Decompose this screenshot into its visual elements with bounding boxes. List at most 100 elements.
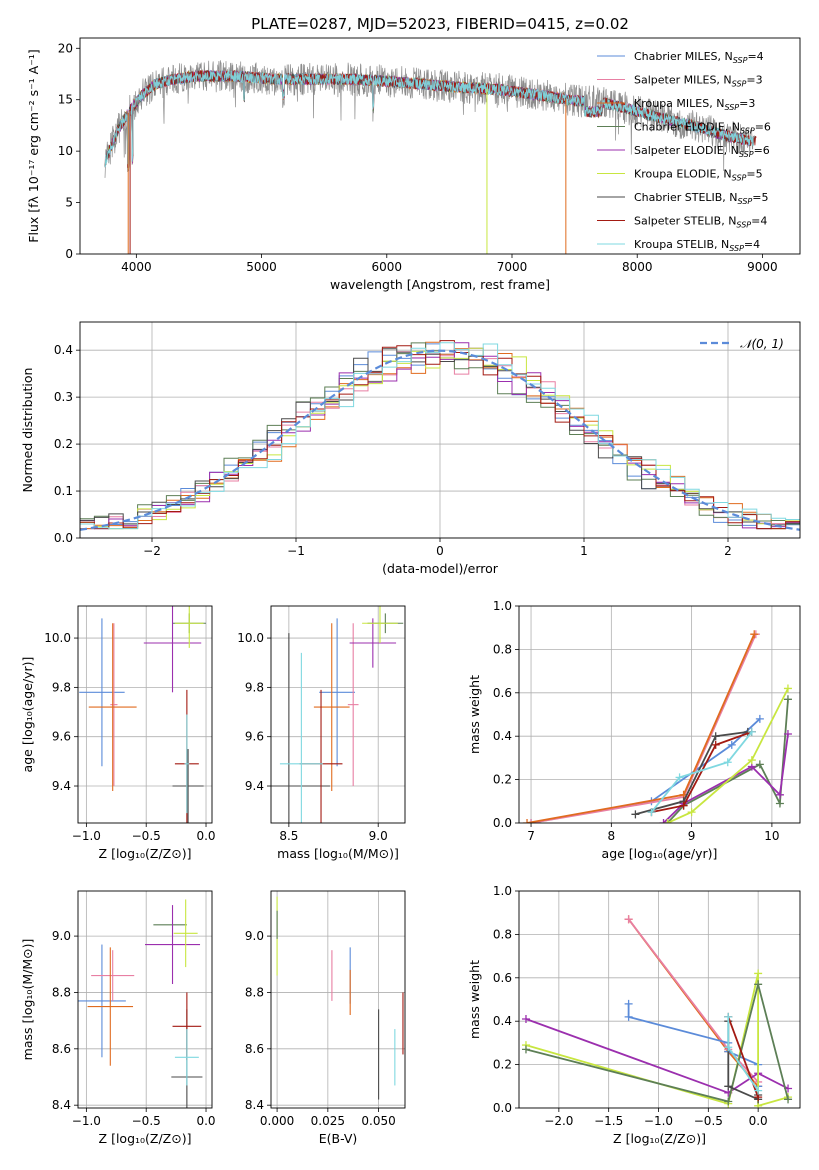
legend-label-main: Kroupa MILES, N (634, 97, 724, 110)
y-tick-label: 9.0 (245, 929, 264, 943)
x-axis-label: E(B-V) (319, 1131, 358, 1146)
x-tick-label: 9000 (747, 260, 778, 274)
y-tick-label: 0.2 (493, 773, 512, 787)
errorbar-kroupa-stelib (279, 652, 323, 823)
series-marker (711, 732, 720, 741)
x-tick-label: 9.0 (369, 829, 388, 843)
legend-label: Kroupa ELODIE, NSSP=5 (634, 168, 763, 183)
x-axis-label: Z [log₁₀(Z/Z⊙)] (613, 1131, 706, 1146)
x-tick-label: 8000 (622, 260, 653, 274)
plot-area-mass-weight-vs-age (519, 606, 800, 823)
y-tick-label: 20 (58, 41, 73, 55)
x-tick-label: 0.025 (311, 1114, 345, 1128)
legend-item: Salpeter ELODIE, NSSP=6 (597, 144, 770, 159)
errorbar-salpeter-elodie (349, 618, 397, 668)
x-tick-label: 7000 (497, 260, 528, 274)
y-tick-label: 1.0 (493, 599, 512, 613)
legend-item: Chabrier ELODIE, NSSP=6 (597, 121, 771, 136)
series-marker (775, 790, 784, 799)
errorbar-kroupa-elodie (173, 899, 198, 968)
axes-age-vs-Z: −1.0 −0.5 0.0 9.4 9.6 9.8 10.0 Z [log₁₀(Z/Z⊙)] a… (20, 605, 216, 861)
errorbar-salpeter-miles (91, 950, 135, 1001)
y-tick-label: 1.0 (493, 884, 512, 898)
x-tick-label: −2 (143, 544, 161, 558)
series-marker (711, 740, 720, 749)
legend-label-main: Chabrier ELODIE, N (634, 121, 740, 134)
x-tick-label: 7 (527, 829, 535, 843)
series-chabrier-elodie (521, 980, 793, 1106)
legend-label: 𝒩(0, 1) (740, 337, 784, 351)
series-marker (783, 730, 792, 739)
axes-frame (518, 890, 801, 1109)
legend-label: Salpeter ELODIE, NSSP=6 (634, 144, 770, 159)
series-marker (659, 819, 668, 823)
legend-label-sub: SSP (732, 174, 747, 183)
errorbar-kroupa-miles (88, 623, 137, 791)
legend-label-suffix: =5 (752, 191, 768, 204)
legend-item: Chabrier STELIB, NSSP=5 (597, 191, 768, 206)
legend-label-main: Kroupa STELIB, N (634, 238, 729, 251)
axes-frame (79, 321, 801, 539)
series-marker (624, 999, 633, 1008)
x-tick-label: 0.0 (196, 829, 215, 843)
legend-label: Salpeter MILES, NSSP=3 (634, 74, 763, 89)
x-tick-label: −1.0 (72, 829, 101, 843)
axes-residuals: −2 −1 0 1 2 0.0 0.1 0.2 0.3 0.4 (data-model)/error… (20, 321, 801, 576)
legend-label-suffix: =6 (755, 121, 771, 134)
series-marker (755, 714, 764, 723)
residuals-legend: 𝒩(0, 1) (700, 337, 784, 351)
x-tick-label: 6000 (372, 260, 403, 274)
y-tick-label: 0.2 (54, 437, 73, 451)
series-marker (679, 801, 688, 810)
series-marker (523, 819, 532, 823)
series-line (667, 688, 789, 823)
axes-mass-weight-vs-age: 7 8 9 10 0.0 0.2 0.4 0.6 0.8 1.0 age [log₁₀(age/yr… (467, 599, 801, 861)
series-marker (527, 819, 536, 823)
x-tick-label: −2.0 (544, 1114, 573, 1128)
histogram-kroupa-stelib (80, 342, 800, 530)
legend-label-main: Chabrier MILES, N (634, 50, 733, 63)
series-marker (747, 727, 756, 736)
errorbar-salpeter-elodie (143, 606, 202, 693)
series-line (651, 731, 753, 813)
plot-area-mass-vs-EBV (271, 891, 405, 1108)
series-marker (754, 969, 763, 978)
y-tick-label: 9.6 (245, 730, 264, 744)
y-axis-label: mass weight (467, 675, 482, 754)
normal-curve (80, 349, 800, 531)
series-marker (724, 1097, 733, 1106)
y-tick-label: 0.0 (493, 816, 512, 830)
legend-label-sub: SSP (733, 56, 748, 65)
x-tick-label: 5000 (246, 260, 277, 274)
y-tick-label: 0.3 (54, 390, 73, 404)
y-axis-label: mass weight (467, 960, 482, 1039)
x-tick-label: 8.5 (279, 829, 298, 843)
x-tick-label: −0.5 (694, 1114, 723, 1128)
y-tick-label: 9.6 (52, 730, 71, 744)
plot-area-residuals (80, 322, 800, 538)
x-tick-label: 9 (688, 829, 696, 843)
legend-label-sub: SSP (736, 221, 751, 230)
y-tick-label: 8.8 (245, 985, 264, 999)
spectrum-line-data-gray (104, 60, 754, 178)
legend-label-sub: SSP (729, 244, 744, 253)
errorbar-salpeter-elodie (145, 905, 201, 984)
axes-spectrum: 4000 5000 6000 7000 8000 9000 0 5 10 15 20 waveleng… (26, 37, 801, 292)
spectrum-line-kroupa-stelib (104, 70, 754, 170)
x-tick-label: 8 (608, 829, 616, 843)
y-tick-label: 0.1 (54, 484, 73, 498)
axes-age-vs-mass: 8.5 9.0 9.4 9.6 9.8 10.0 mass [log₁₀(M/M⊙)] (237, 605, 406, 861)
legend-label-suffix: =6 (754, 144, 770, 157)
y-axis-label: Flux [fλ 10⁻¹⁷ erg cm⁻² s⁻¹ A⁻¹] (26, 49, 41, 242)
plot-area-age-vs-mass (271, 606, 405, 823)
series-marker (631, 810, 640, 819)
series-marker (723, 758, 732, 767)
series-line (525, 1018, 789, 1094)
series-marker (675, 773, 684, 782)
legend-label-main: Chabrier STELIB, N (634, 191, 738, 204)
legend-item: Salpeter MILES, NSSP=3 (597, 74, 763, 89)
plot-area-mass-vs-Z (78, 891, 212, 1108)
